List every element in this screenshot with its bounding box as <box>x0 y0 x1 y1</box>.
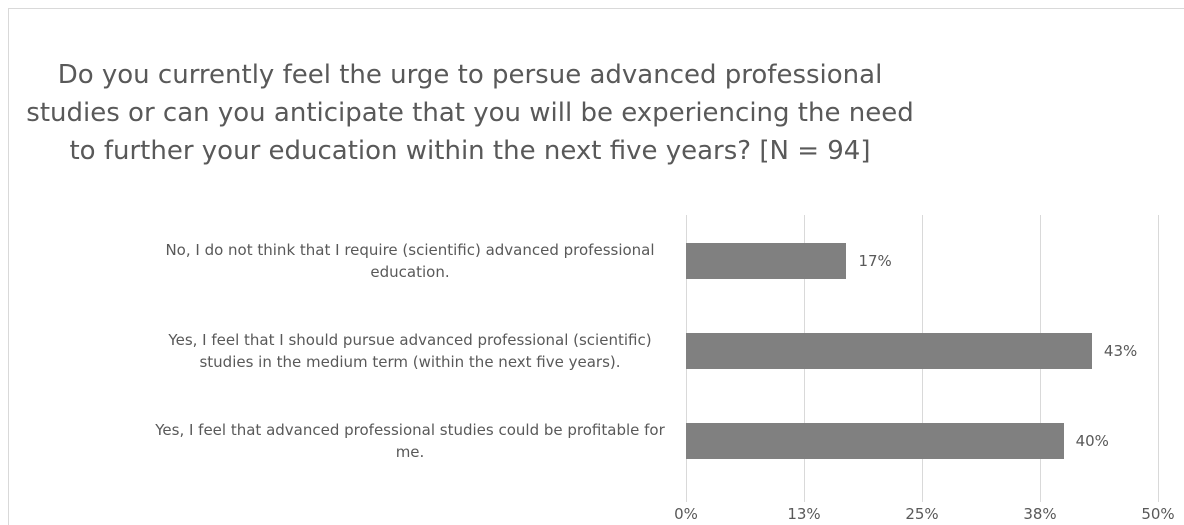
y-tick-label: No, I do not think that I require (scien… <box>165 241 655 281</box>
grid-line <box>1157 215 1159 502</box>
x-tick-label: 50% <box>1141 505 1175 523</box>
chart-frame <box>8 8 1184 525</box>
bar <box>686 243 847 279</box>
chart-title: Do you currently feel the urge to persue… <box>26 60 914 166</box>
bar <box>686 333 1092 369</box>
x-tick-label: 13% <box>787 505 821 523</box>
x-tick-label: 0% <box>674 505 698 523</box>
data-label: 17% <box>858 252 892 270</box>
x-tick-label: 38% <box>1023 505 1057 523</box>
data-label: 40% <box>1075 432 1109 450</box>
data-label: 43% <box>1103 342 1138 360</box>
y-tick-label: Yes, I feel that I should pursue advance… <box>168 331 652 371</box>
bar <box>686 423 1064 459</box>
x-tick-label: 25% <box>905 505 939 523</box>
y-tick-label: Yes, I feel that advanced professional s… <box>155 421 665 461</box>
